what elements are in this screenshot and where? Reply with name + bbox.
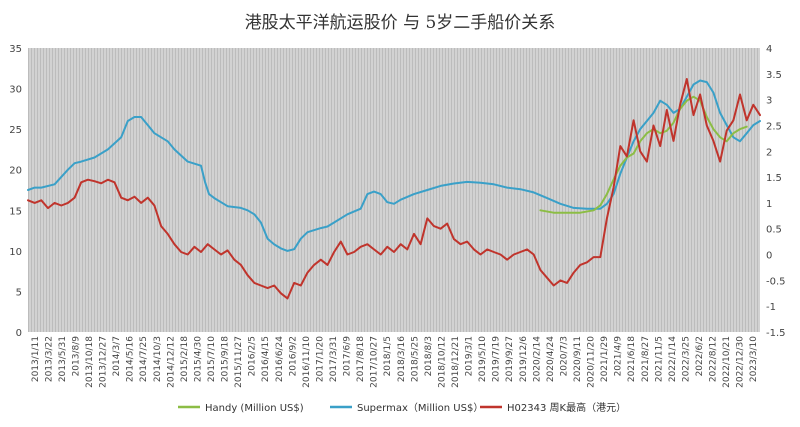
x-tick-label: 2018/1/5 [383,336,393,376]
x-tick-label: 2018/10/12 [437,336,447,388]
x-tick-label: 2015/2/18 [180,336,190,382]
left-tick-label: 10 [9,247,22,258]
x-tick-label: 2016/11/10 [302,336,312,388]
legend-label: Handy (Million US$) [205,403,304,414]
x-tick-label: 2014/5/16 [126,336,136,382]
x-tick-label: 2019/7/19 [492,336,502,382]
series-layer [27,78,761,300]
x-tick-label: 2022/10/21 [722,336,732,388]
x-tick-label: 2017/3/31 [329,336,339,382]
right-tick-label: 2 [766,147,772,158]
left-tick-label: 0 [16,328,22,339]
x-tick-label: 2013/5/31 [58,336,68,382]
right-tick-label: 2.5 [766,121,782,132]
x-tick-label: 2021/8/27 [641,336,651,382]
x-tick-label: 2016/4/15 [261,336,271,382]
x-tick-label: 2016/9/2 [288,336,298,376]
right-tick-label: 0 [766,251,772,262]
x-tick-label: 2018/5/25 [410,336,420,382]
x-tick-label: 2021/11/5 [654,336,664,382]
x-tick-label: 2015/11/27 [234,336,244,388]
x-tick-label: 2014/12/12 [166,336,176,388]
x-tick-label: 2018/3/16 [397,336,407,382]
x-tick-label: 2018/8/3 [424,336,434,376]
x-tick-label: 2019/9/27 [505,336,515,382]
right-tick-label: 1 [766,199,772,210]
x-tick-label: 2017/1/20 [315,336,325,382]
right-tick-label: 3.5 [766,70,782,81]
x-tick-label: 2018/12/21 [451,336,461,388]
right-axis: -1.5 -1 -0.5 0 0.5 1 1.5 2 2.5 3 3.5 4 [766,44,786,339]
x-tick-label: 2017/6/9 [343,336,353,377]
watermark: 雪球：胡捌壹 [660,396,792,422]
legend: Handy (Million US$) Supermax（Million US$）… [178,401,626,414]
x-tick-label: 2020/2/14 [532,336,542,382]
left-tick-label: 25 [9,125,22,136]
x-tick-label: 2015/4/30 [193,336,203,382]
legend-label: Supermax（Million US$） [357,402,483,414]
x-tick-label: 2022/8/12 [709,336,719,382]
series-line-2 [27,78,761,300]
left-axis: 0 5 10 15 20 25 30 35 [9,44,22,339]
plot-area [28,48,760,332]
x-tick-label: 2022/1/14 [668,336,678,382]
right-tick-label: 3 [766,96,772,107]
x-tick-label: 2016/6/24 [275,336,285,382]
x-tick-label: 2013/10/18 [85,336,95,388]
x-tick-label: 2019/3/1 [465,336,475,376]
left-tick-label: 30 [9,85,22,96]
right-tick-label: -1 [766,302,776,313]
x-tick-label: 2017/8/18 [356,336,366,382]
x-tick-label: 2015/7/10 [207,336,217,382]
left-tick-label: 5 [16,287,22,298]
right-tick-label: -1.5 [766,328,786,339]
series-line-1 [27,79,761,252]
x-tick-label: 2013/1/11 [31,336,41,382]
x-tick-label: 2023/3/10 [749,336,759,382]
series-line-0 [539,95,748,214]
x-tick-label: 2014/3/7 [112,336,122,376]
x-tick-label: 2014/7/25 [139,336,149,382]
legend-label: H02343 周K最高（港元） [507,401,626,414]
x-tick-label: 2013/3/22 [44,336,54,382]
left-tick-label: 20 [9,166,22,177]
x-tick-label: 2021/4/9 [614,336,624,377]
x-tick-label: 2020/4/24 [546,336,556,382]
x-tick-label: 2020/11/20 [587,336,597,388]
x-tick-label: 2016/2/5 [248,336,258,376]
right-tick-label: 1.5 [766,173,782,184]
left-tick-label: 15 [9,206,22,217]
x-tick-label: 2019/12/6 [519,336,529,382]
x-tick-label: 2021/6/18 [627,336,637,382]
x-tick-label: 2022/6/2 [695,336,705,376]
x-tick-label: 2013/8/9 [71,336,81,377]
x-tick-label: 2021/1/29 [600,336,610,382]
x-tick-label: 2013/12/27 [99,336,109,388]
right-tick-label: 0.5 [766,225,782,236]
right-tick-label: -0.5 [766,276,786,287]
left-tick-label: 35 [9,44,22,55]
x-tick-label: 2020/9/11 [573,336,583,382]
chart-title: 港股太平洋航运股价 与 5岁二手船价关系 [245,13,556,33]
right-tick-label: 4 [766,44,772,55]
x-tick-label: 2022/3/25 [681,336,691,382]
x-tick-label: 2017/10/27 [370,336,380,388]
x-tick-label: 2014/10/3 [153,336,163,382]
x-tick-label: 2015/9/18 [221,336,231,382]
x-axis: 2013/1/11 2013/3/22 2013/5/31 2013/8/9 2013/… [31,336,759,388]
x-tick-label: 2022/12/30 [736,336,746,388]
x-tick-label: 2020/7/3 [559,336,569,376]
x-tick-label: 2019/5/10 [478,336,488,382]
